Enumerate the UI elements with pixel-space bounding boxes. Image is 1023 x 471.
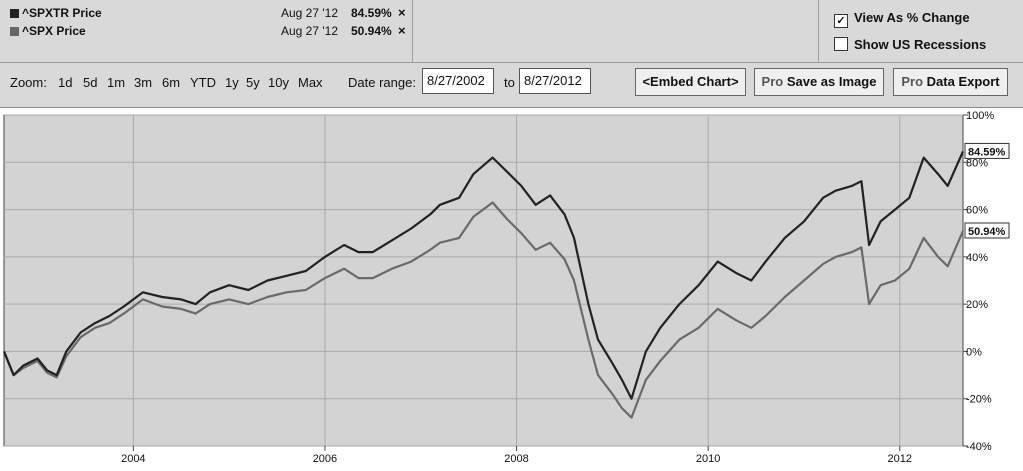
- x-tick-label: 2006: [313, 453, 337, 465]
- zoom-1y[interactable]: 1y: [225, 75, 239, 90]
- data-export-label: Data Export: [926, 74, 1000, 89]
- remove-series-spxtr-close-icon[interactable]: ×: [398, 5, 406, 20]
- save-as-image-button[interactable]: Pro Save as Image: [754, 68, 884, 96]
- y-tick-label: 80%: [966, 157, 988, 169]
- embed-chart-button[interactable]: <Embed Chart>: [635, 68, 746, 96]
- legend-series-name: ^SPXTR Price: [22, 6, 102, 20]
- series-end-label-spxtr: 84.59%: [968, 146, 1006, 158]
- zoom-10y[interactable]: 10y: [268, 75, 289, 90]
- zoom-3m[interactable]: 3m: [134, 75, 153, 90]
- series-end-label-box: [964, 222, 1010, 239]
- zoom-1d[interactable]: 1d: [58, 75, 73, 90]
- legend-series-name: ^SPX Price: [22, 24, 86, 38]
- x-tick-label: 2008: [504, 453, 528, 465]
- zoom-5y[interactable]: 5y: [246, 75, 260, 90]
- date-to-input[interactable]: 8/27/2012: [519, 68, 591, 94]
- zoom-max[interactable]: Max: [298, 75, 323, 90]
- y-tick-label: 0%: [966, 346, 982, 358]
- zoom-ytd[interactable]: YTD: [190, 75, 216, 90]
- x-tick-label: 2004: [121, 453, 145, 465]
- x-tick-label: 2012: [888, 453, 912, 465]
- y-tick-label: 60%: [966, 205, 988, 217]
- legend-date: Aug 27 '12: [281, 6, 339, 20]
- legend-series-spxtr: ^SPXTR Price: [10, 6, 102, 20]
- chart-area[interactable]: 100% 80% 60% 40% 20% 0% -20% -40% 2004 2006 2008 20…: [0, 108, 1023, 466]
- series-line-spx: [2, 201, 965, 419]
- series-end-label-box: [964, 142, 1010, 159]
- y-tick-label: 40%: [966, 252, 988, 264]
- chart-toolbar: Zoom: 1d 5d 1m 3m 6m YTD 1y 5y 10y Max D…: [0, 63, 1023, 108]
- series-line-spxtr: [2, 150, 965, 400]
- to-label: to: [504, 75, 515, 90]
- y-tick-label: 100%: [966, 110, 994, 122]
- zoom-5d[interactable]: 5d: [83, 75, 98, 90]
- remove-series-spx-close-icon[interactable]: ×: [398, 23, 406, 38]
- zoom-label: Zoom:: [10, 75, 47, 90]
- y-tick-label: 20%: [966, 299, 988, 311]
- legend-swatch-spx: [10, 27, 19, 36]
- legend-series-spx: ^SPX Price: [10, 24, 86, 38]
- data-export-button[interactable]: Pro Data Export: [893, 68, 1008, 96]
- view-as-percent-checkbox[interactable]: ✓ View As % Change: [834, 10, 970, 28]
- date-from-input[interactable]: 8/27/2002: [422, 68, 494, 94]
- price-chart[interactable]: 100% 80% 60% 40% 20% 0% -20% -40% 2004 2006 2008 20…: [0, 108, 1023, 466]
- show-us-recessions-checkbox[interactable]: Show US Recessions: [834, 37, 986, 52]
- checkbox-unchecked-icon: [834, 37, 848, 51]
- legend-divider: [818, 0, 819, 62]
- date-range-label: Date range:: [348, 75, 416, 90]
- legend-date: Aug 27 '12: [281, 24, 339, 38]
- save-as-image-label: Save as Image: [786, 74, 877, 89]
- zoom-1m[interactable]: 1m: [107, 75, 126, 90]
- legend-value: 50.94%: [351, 24, 392, 38]
- checkbox-label: Show US Recessions: [854, 37, 987, 52]
- pro-label: Pro: [901, 74, 924, 89]
- x-tick-label: 2010: [696, 453, 720, 465]
- zoom-6m[interactable]: 6m: [162, 75, 181, 90]
- legend-panel: ^SPXTR Price Aug 27 '12 84.59% × ^SPX Pr…: [0, 0, 1023, 63]
- series-end-label-spx: 50.94%: [968, 226, 1006, 238]
- legend-value: 84.59%: [351, 6, 392, 20]
- checkbox-checked-icon: ✓: [834, 14, 848, 28]
- legend-divider: [412, 0, 413, 62]
- pro-label: Pro: [761, 74, 784, 89]
- checkbox-label: View As % Change: [854, 10, 970, 25]
- legend-swatch-spxtr: [10, 9, 19, 18]
- y-tick-label: -40%: [966, 441, 992, 453]
- y-tick-label: -20%: [966, 394, 992, 406]
